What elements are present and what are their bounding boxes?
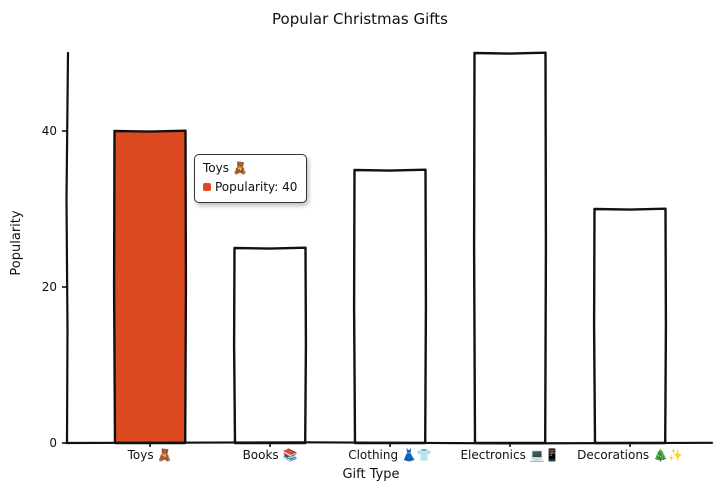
bars-group [112, 51, 668, 445]
bar-1[interactable] [112, 129, 188, 445]
tooltip-title: Toys 🧸 [203, 161, 248, 175]
x-tick-label: Toys 🧸 [127, 448, 173, 462]
x-tick-label: Decorations 🎄✨ [577, 448, 683, 462]
tooltip-swatch [203, 183, 211, 191]
bar-tooltip: Toys 🧸 Popularity: 40 [194, 154, 308, 203]
tooltip-series-name: Popularity [215, 180, 275, 194]
tooltip-separator: : [274, 180, 283, 194]
y-tick-label: 0 [49, 436, 57, 450]
bar-3[interactable] [352, 168, 428, 445]
bar-4[interactable] [472, 51, 548, 445]
x-ticks-group: Toys 🧸 Books 📚 Clothing 👗👕 Electronics 💻📱 De… [127, 443, 683, 462]
x-tick-label: Electronics 💻📱 [460, 448, 559, 462]
bar-2[interactable] [232, 246, 308, 445]
chart-title: Popular Christmas Gifts [272, 10, 448, 28]
tooltip-value: 40 [282, 180, 298, 194]
tooltip-row: Popularity: 40 [203, 178, 297, 197]
x-axis-line [64, 441, 714, 445]
y-tick-label: 40 [42, 124, 57, 138]
y-ticks-group: 0 20 40 [42, 124, 67, 450]
y-axis-label: Popularity [9, 210, 24, 275]
x-tick-label: Clothing 👗👕 [348, 448, 432, 462]
axes-group [64, 51, 714, 445]
x-axis-label: Gift Type [342, 467, 399, 482]
x-tick-label: Books 📚 [243, 448, 298, 462]
y-tick-label: 20 [42, 280, 57, 294]
y-axis-line [65, 51, 70, 445]
bar-5[interactable] [592, 207, 668, 445]
